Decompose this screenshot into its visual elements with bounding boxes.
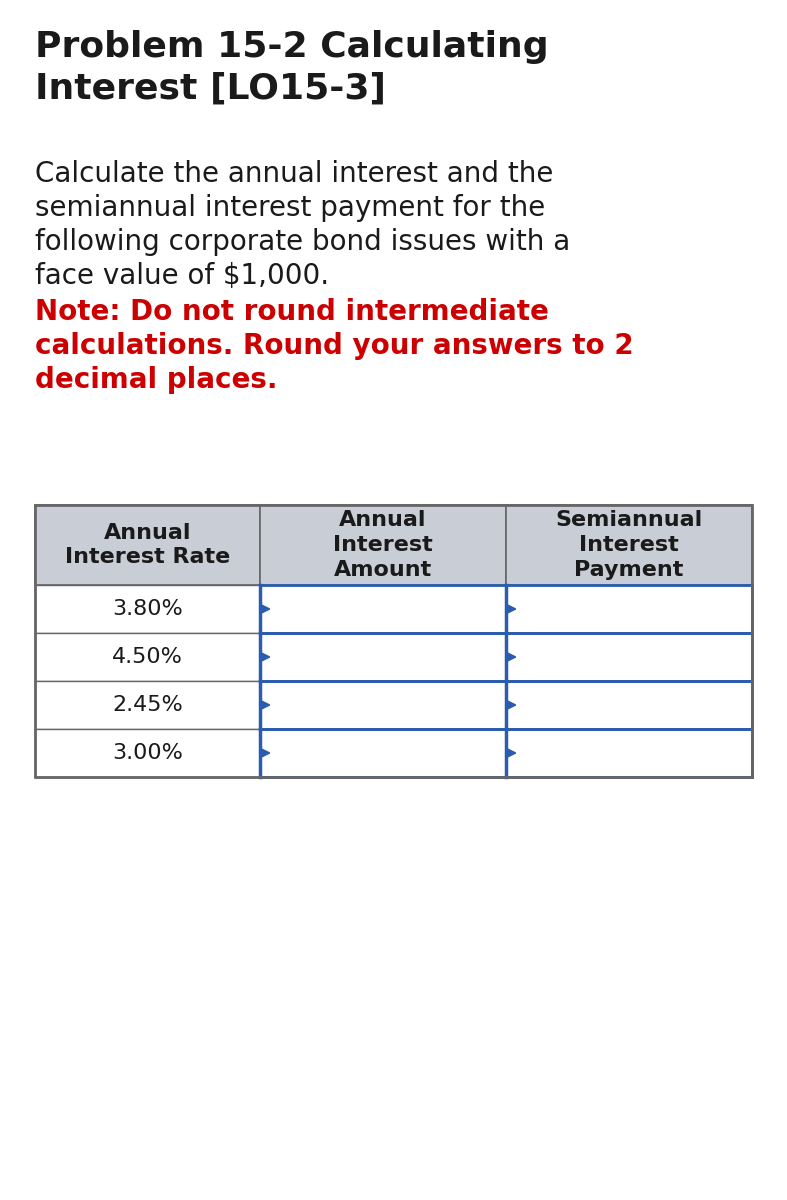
Bar: [506, 584, 752, 634]
Text: Interest [LO15-3]: Interest [LO15-3]: [35, 72, 386, 106]
Text: Note: Do not round intermediate: Note: Do not round intermediate: [35, 298, 549, 326]
Bar: [506, 728, 752, 778]
Bar: [35, 505, 752, 778]
Bar: [260, 728, 506, 778]
Text: decimal places.: decimal places.: [35, 366, 278, 394]
Bar: [506, 505, 752, 584]
Bar: [35, 680, 260, 728]
Text: semiannual interest payment for the: semiannual interest payment for the: [35, 194, 545, 222]
Text: calculations. Round your answers to 2: calculations. Round your answers to 2: [35, 332, 634, 360]
Bar: [506, 680, 752, 728]
Bar: [35, 728, 260, 778]
Text: Annual
Interest Rate: Annual Interest Rate: [65, 523, 230, 568]
Text: 4.50%: 4.50%: [112, 647, 183, 667]
Bar: [260, 584, 506, 634]
Bar: [35, 584, 260, 634]
Bar: [260, 505, 506, 584]
Bar: [35, 634, 260, 680]
Text: Problem 15-2 Calculating: Problem 15-2 Calculating: [35, 30, 549, 64]
Bar: [260, 634, 506, 680]
Bar: [260, 680, 506, 728]
Text: Semiannual
Interest
Payment: Semiannual Interest Payment: [556, 510, 703, 580]
Text: 3.80%: 3.80%: [112, 599, 183, 619]
Text: Calculate the annual interest and the: Calculate the annual interest and the: [35, 160, 553, 188]
Bar: [35, 505, 260, 584]
Text: Annual
Interest
Amount: Annual Interest Amount: [333, 510, 433, 580]
Text: following corporate bond issues with a: following corporate bond issues with a: [35, 228, 571, 256]
Text: 3.00%: 3.00%: [112, 743, 183, 763]
Text: face value of $1,000.: face value of $1,000.: [35, 262, 329, 290]
Text: 2.45%: 2.45%: [112, 695, 183, 715]
Bar: [506, 634, 752, 680]
